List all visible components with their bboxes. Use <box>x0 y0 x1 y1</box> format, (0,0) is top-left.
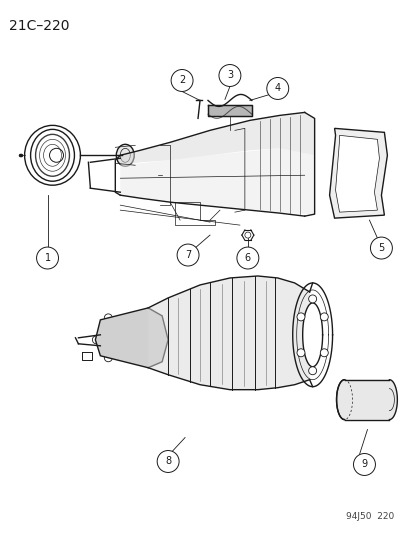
Circle shape <box>308 367 316 375</box>
Circle shape <box>320 313 328 321</box>
Circle shape <box>236 247 258 269</box>
Text: 94J50  220: 94J50 220 <box>345 512 394 521</box>
Polygon shape <box>336 379 396 419</box>
Text: 2: 2 <box>178 76 185 85</box>
Circle shape <box>104 354 112 362</box>
Circle shape <box>157 450 179 472</box>
Polygon shape <box>95 308 168 368</box>
Ellipse shape <box>116 144 134 166</box>
Polygon shape <box>335 135 378 212</box>
Circle shape <box>370 237 392 259</box>
Text: 7: 7 <box>185 250 191 260</box>
Text: 8: 8 <box>165 456 171 466</box>
Polygon shape <box>329 128 387 218</box>
Text: 1: 1 <box>44 253 50 263</box>
Text: 21C–220: 21C–220 <box>9 19 69 33</box>
Circle shape <box>320 349 328 357</box>
Circle shape <box>177 244 199 266</box>
Circle shape <box>171 69 192 92</box>
Circle shape <box>353 454 375 475</box>
Circle shape <box>266 77 288 100</box>
Circle shape <box>218 64 240 86</box>
Text: 4: 4 <box>274 84 280 93</box>
Text: 3: 3 <box>226 70 233 80</box>
Circle shape <box>296 313 304 321</box>
Text: 5: 5 <box>377 243 384 253</box>
Text: 6: 6 <box>244 253 250 263</box>
Polygon shape <box>302 303 322 367</box>
Circle shape <box>308 295 316 303</box>
Polygon shape <box>148 276 309 390</box>
Circle shape <box>104 314 112 322</box>
Circle shape <box>92 336 100 344</box>
Circle shape <box>36 247 58 269</box>
Text: 9: 9 <box>361 459 367 470</box>
Polygon shape <box>120 148 314 214</box>
Circle shape <box>296 349 304 357</box>
Polygon shape <box>120 112 314 165</box>
